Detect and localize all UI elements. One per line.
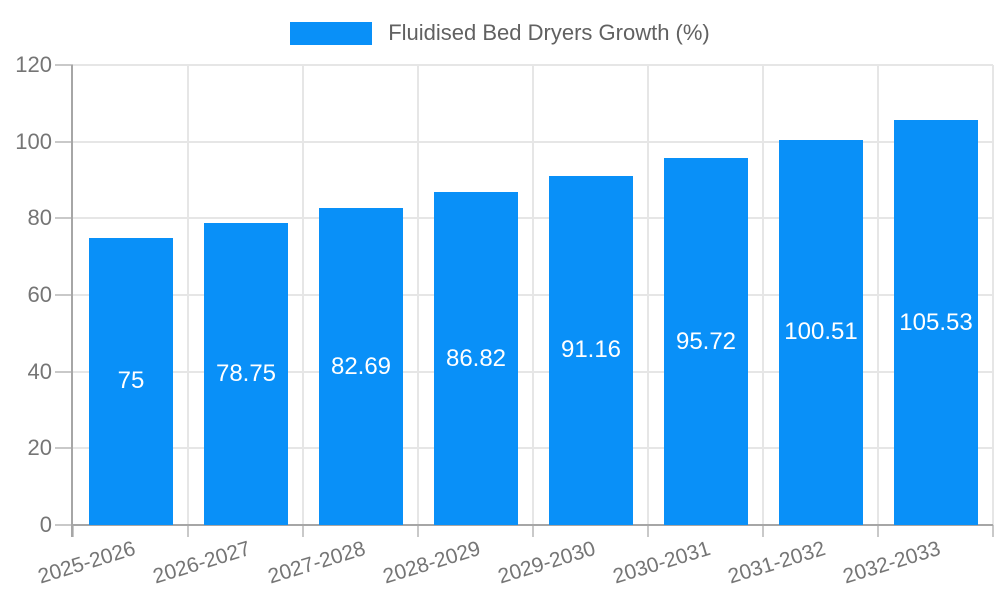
- x-axis-tick: [72, 525, 74, 537]
- y-axis-tick: [55, 524, 73, 526]
- bar-2027-2028[interactable]: [319, 208, 403, 525]
- bar-2030-2031[interactable]: [664, 158, 748, 525]
- x-tick-label: 2032-2033: [839, 537, 943, 589]
- y-tick-label: 80: [27, 205, 52, 231]
- x-axis-tick: [417, 525, 419, 537]
- y-axis-tick: [55, 447, 73, 450]
- bar-2032-2033[interactable]: [894, 120, 978, 525]
- y-tick-label: 100: [15, 128, 52, 154]
- bar-value-label: 105.53: [899, 309, 973, 336]
- x-axis-tick: [992, 525, 994, 537]
- y-axis-line: [71, 65, 73, 537]
- x-axis-tick: [647, 525, 649, 537]
- bar-value-label: 86.82: [445, 345, 507, 372]
- bar-2026-2027[interactable]: [204, 223, 288, 525]
- legend[interactable]: Fluidised Bed Dryers Growth (%): [0, 20, 1000, 46]
- y-axis-tick: [55, 64, 73, 66]
- gridline-vertical: [647, 65, 649, 525]
- gridline-vertical: [302, 65, 304, 525]
- gridline-vertical: [417, 65, 419, 525]
- legend-label: Fluidised Bed Dryers Growth (%): [388, 20, 710, 45]
- y-tick-label: 60: [27, 282, 52, 307]
- bar-2025-2026[interactable]: [89, 237, 173, 525]
- bar-value-label: 100.51: [784, 318, 858, 345]
- bar-value-label: 75: [117, 367, 145, 394]
- gridline-vertical: [992, 65, 994, 525]
- bar-value-label: 78.75: [215, 360, 277, 387]
- x-tick-label: 2027-2028: [264, 537, 368, 589]
- bar-value-label: 82.69: [330, 353, 392, 380]
- x-tick-label: 2026-2027: [149, 537, 253, 589]
- gridline-vertical: [187, 65, 189, 525]
- bar-2031-2032[interactable]: [779, 139, 863, 525]
- y-tick-label: 20: [27, 435, 52, 461]
- gridline-vertical: [877, 65, 879, 525]
- bar-2028-2029[interactable]: [434, 192, 518, 525]
- bar-2029-2030[interactable]: [549, 175, 633, 525]
- gridline-vertical: [532, 65, 534, 525]
- y-axis-tick: [55, 140, 73, 143]
- x-tick-label: 2028-2029: [379, 537, 483, 589]
- x-axis-tick: [532, 525, 534, 537]
- y-axis-tick: [55, 370, 73, 373]
- y-tick-label: 120: [15, 52, 52, 77]
- x-tick-label: 2030-2031: [609, 537, 713, 589]
- y-axis-tick: [55, 217, 73, 220]
- bar-value-label: 91.16: [560, 336, 622, 363]
- y-tick-label: 40: [27, 358, 52, 384]
- x-tick-label: 2031-2032: [724, 537, 828, 589]
- x-axis-tick: [302, 525, 304, 537]
- x-axis-tick: [762, 525, 764, 537]
- y-tick-label: 0: [39, 512, 52, 537]
- bar-value-label: 95.72: [675, 328, 737, 355]
- x-tick-label: 2025-2026: [34, 537, 138, 589]
- legend-swatch-icon: [290, 21, 373, 45]
- x-axis-tick: [187, 525, 189, 537]
- y-axis-tick: [55, 294, 73, 296]
- gridline-vertical: [762, 65, 764, 525]
- x-axis-tick: [877, 525, 879, 537]
- x-tick-label: 2029-2030: [494, 537, 598, 589]
- x-axis-line: [73, 524, 993, 526]
